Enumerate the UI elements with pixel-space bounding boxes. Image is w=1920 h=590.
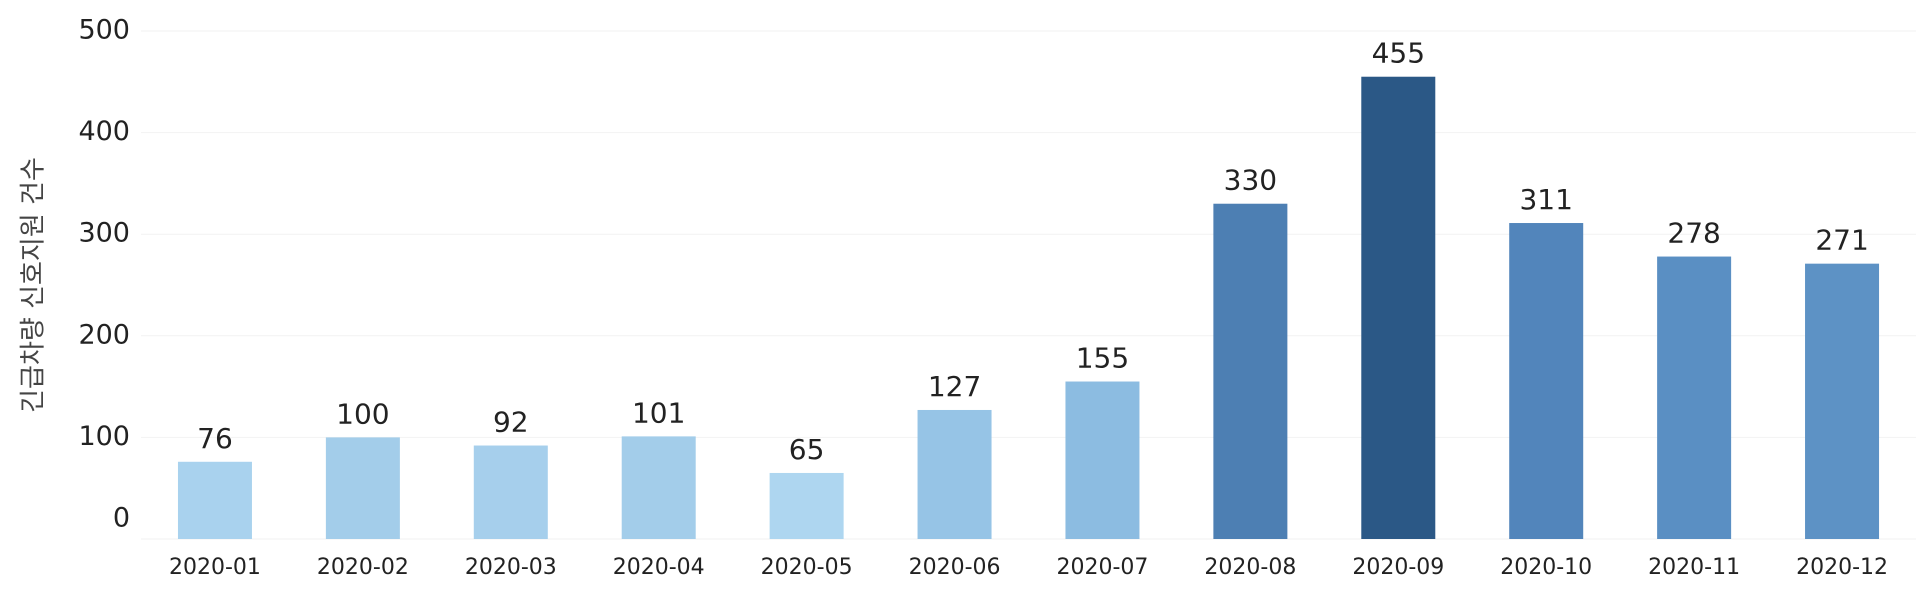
bar [621, 436, 696, 539]
value-label: 311 [1519, 183, 1572, 216]
x-tick-label: 2020-05 [761, 555, 853, 580]
x-tick-label: 2020-08 [1204, 555, 1296, 580]
bar [917, 409, 992, 539]
value-label: 455 [1372, 37, 1425, 70]
value-label: 127 [928, 370, 981, 403]
bar [1509, 223, 1584, 540]
value-label: 271 [1815, 224, 1868, 257]
x-tick-label: 2020-10 [1500, 555, 1592, 580]
x-tick-label: 2020-04 [613, 555, 705, 580]
y-tick-label: 400 [78, 116, 130, 147]
bar [1213, 203, 1288, 539]
x-tick-label: 2020-07 [1056, 555, 1148, 580]
bar [1361, 76, 1436, 539]
bar [1805, 263, 1880, 539]
x-tick-label: 2020-02 [317, 555, 409, 580]
bar [1657, 256, 1732, 539]
y-tick-label: 200 [78, 319, 130, 350]
value-label: 92 [493, 406, 529, 439]
x-tick-label: 2020-09 [1352, 555, 1444, 580]
y-tick-label: 100 [78, 421, 130, 452]
y-tick-label: 300 [78, 218, 130, 249]
y-tick-label: 500 [78, 15, 130, 46]
x-tick-label: 2020-03 [465, 555, 557, 580]
value-label: 65 [789, 433, 825, 466]
y-axis-label: 긴급차량 신호지원 건수 [19, 157, 49, 413]
value-label: 101 [632, 396, 685, 429]
value-label: 278 [1667, 217, 1720, 250]
value-label: 100 [336, 397, 389, 430]
y-tick-label: 0 [113, 503, 130, 534]
bar [1065, 381, 1140, 539]
x-tick-label: 2020-06 [909, 555, 1001, 580]
bar [473, 445, 548, 539]
value-label: 76 [197, 422, 233, 455]
bar [769, 472, 844, 539]
value-label: 155 [1076, 342, 1129, 375]
value-label: 330 [1224, 164, 1277, 197]
bar [177, 461, 252, 539]
bar [325, 437, 400, 539]
x-tick-label: 2020-11 [1648, 555, 1740, 580]
x-tick-label: 2020-01 [169, 555, 261, 580]
x-tick-label: 2020-12 [1796, 555, 1888, 580]
